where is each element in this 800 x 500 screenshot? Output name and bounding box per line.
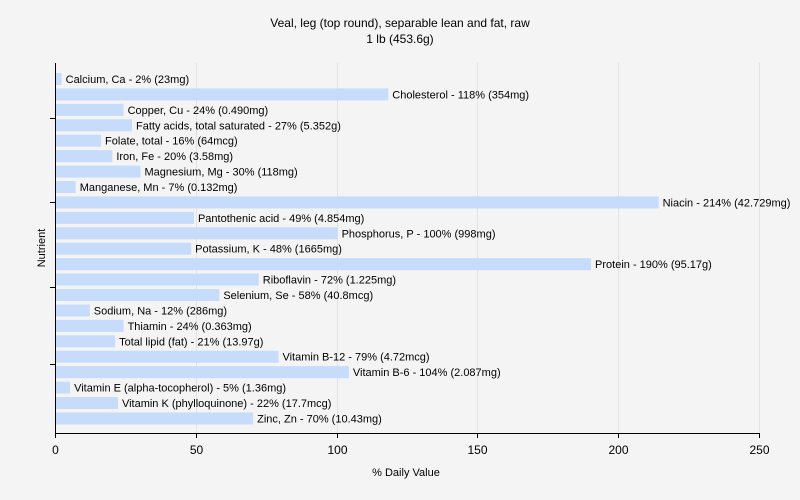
bar-label: Cholesterol - 118% (354mg) [392,89,529,101]
bar-label: Phosphorus, P - 100% (998mg) [342,228,496,240]
bar [56,119,133,132]
bars [56,73,659,425]
x-axis-title: % Daily Value [372,467,440,479]
bar [56,381,71,394]
axes: 0 50 100 150 200 250 [50,63,770,457]
x-tick-label: 50 [190,443,204,457]
y-axis-title: Nutrient [36,229,48,268]
bar [56,211,194,224]
bar-label: Vitamin E (alpha-tocopherol) - 5% (1.36m… [74,383,286,395]
bar [56,165,141,178]
bar [56,350,279,363]
bar [56,319,124,332]
x-tick-label: 150 [467,443,487,457]
bar [56,258,592,271]
bar [56,103,124,116]
bar-label: Manganese, Mn - 7% (0.132mg) [80,182,238,194]
bar [56,196,659,209]
bar-label: Fatty acids, total saturated - 27% (5.35… [136,120,341,132]
bar-label: Potassium, K - 48% (1665mg) [195,244,342,256]
x-tick-label: 250 [749,443,769,457]
bar [56,134,102,147]
bar-label: Total lipid (fat) - 21% (13.97g) [119,336,263,348]
bar [56,289,220,302]
bar-label: Vitamin B-6 - 104% (2.087mg) [353,367,501,379]
bar [56,366,349,379]
bar [56,304,90,317]
bar [56,181,76,194]
bar-label: Riboflavin - 72% (1.225mg) [263,275,396,287]
bar-labels: Calcium, Ca - 2% (23mg) Cholesterol - 118… [66,74,791,425]
bar-label: Magnesium, Mg - 30% (118mg) [144,167,297,179]
bar-label: Sodium, Na - 12% (286mg) [94,305,227,317]
bar-label: Vitamin B-12 - 79% (4.72mcg) [282,352,429,364]
bar-label: Copper, Cu - 24% (0.490mg) [128,105,269,117]
bar-label: Pantothenic acid - 49% (4.854mg) [198,213,364,225]
bar-label: Calcium, Ca - 2% (23mg) [66,74,189,86]
bar-label: Thiamin - 24% (0.363mg) [128,321,252,333]
x-tick-label: 0 [52,443,59,457]
bar-label: Zinc, Zn - 70% (10.43mg) [257,413,382,425]
bar [56,242,192,255]
x-tick-label: 200 [608,443,628,457]
bar-label: Protein - 190% (95.17g) [595,259,712,271]
bar [56,227,338,240]
chart-subtitle: 1 lb (453.6g) [366,32,434,46]
bar-label: Selenium, Se - 58% (40.8mcg) [223,290,373,302]
bar [56,150,113,163]
bar [56,73,62,85]
bar [56,412,254,425]
bar-label: Iron, Fe - 20% (3.58mg) [116,151,233,163]
chart-title: Veal, leg (top round), separable lean an… [270,16,530,30]
bar-label: Niacin - 214% (42.729mg) [663,197,791,209]
bar-label: Folate, total - 16% (64mcg) [105,136,238,148]
bar [56,273,259,286]
x-tick-label: 100 [327,443,347,457]
bar [56,88,389,101]
bar [56,335,116,348]
bar-label: Vitamin K (phylloquinone) - 22% (17.7mcg… [122,398,332,410]
bar [56,397,118,410]
